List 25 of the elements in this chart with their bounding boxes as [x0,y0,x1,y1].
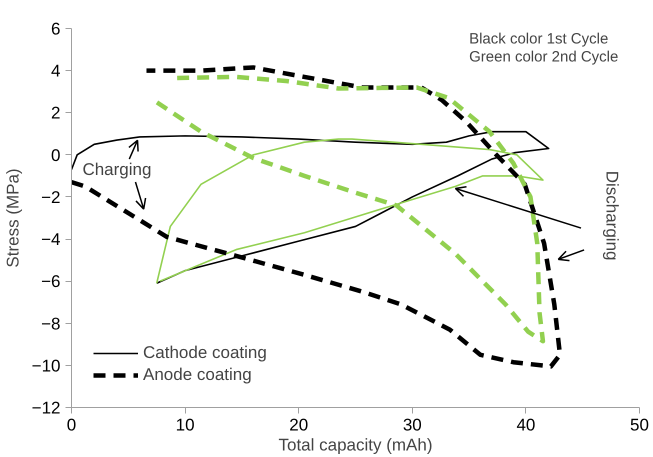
annotation: Green color 2nd Cycle [469,48,618,66]
y-tick-label: 4 [51,62,61,81]
y-tick-label: 2 [51,104,61,123]
annotation: Discharging [602,170,622,260]
x-tick-label: 40 [516,416,536,434]
y-tick-label: −12 [32,398,61,418]
x-axis-title: Total capacity (mAh) [278,436,432,454]
legend-label: Anode coating [143,365,252,385]
y-tick-label: −2 [41,188,61,207]
x-tick-label: 20 [289,416,308,434]
y-tick-label: 6 [51,20,61,38]
annotation: Charging [82,160,152,179]
y-tick-label: −10 [32,356,61,376]
annotation: Black color 1st Cycle [469,30,608,48]
y-tick-label: 0 [51,146,61,165]
y-tick-label: −4 [41,230,61,250]
y-tick-label: −8 [41,314,61,334]
x-tick-label: 30 [402,416,422,434]
line-series [154,74,546,344]
x-tick-label: 0 [66,416,76,434]
y-tick-label: −6 [41,272,61,292]
legend-label: Cathode coating [143,343,267,363]
y-axis-title: Stress (MPa) [4,168,23,268]
x-tick-label: 50 [630,416,649,434]
x-tick-label: 10 [176,416,195,434]
